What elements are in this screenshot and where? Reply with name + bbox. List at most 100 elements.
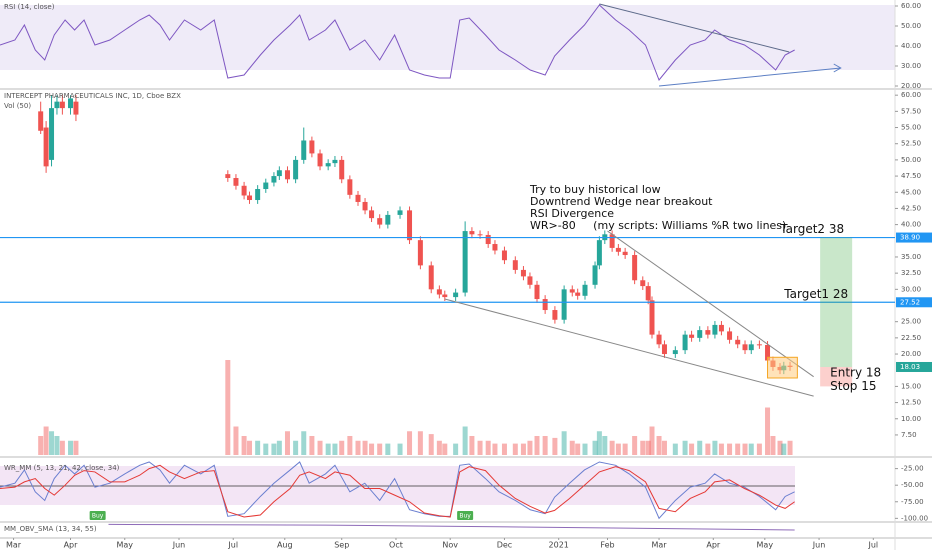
candle-body [355,194,361,202]
target-zone [820,237,853,367]
volume-bar [661,440,667,455]
x-tick-label: Jun [812,541,826,550]
volume-bar [596,431,602,455]
candle-body [609,234,615,248]
buy-label: Buy [92,513,104,520]
x-tick-label: Nov [442,541,458,550]
candle-body [718,324,724,332]
buy-marker [457,511,474,520]
y-tick-label: 25.00 [901,318,921,326]
candle-body [407,210,413,241]
volume-bar [263,443,269,455]
candle-body [276,170,282,177]
candle-body [241,185,247,196]
volume-bar [417,431,423,455]
volume-bar [542,436,548,455]
x-tick-label: Apr [706,541,721,550]
volume-bar [43,426,49,455]
y-tick-label: 15.00 [901,382,921,390]
volume-bar [520,443,526,455]
candle-body [385,214,391,225]
candle-body [520,269,526,277]
volume-bar [355,440,361,455]
x-tick-label: Apr [64,541,79,550]
y-tick-label: 50.00 [901,156,921,164]
y-tick-label: 45.00 [901,188,921,196]
volume-bar [485,440,491,455]
volume-bar [38,436,44,455]
volume-title: Vol (50) [4,102,31,110]
volume-bar [756,443,762,455]
y-tick-label: 32.50 [901,269,921,277]
candle-body [596,240,602,266]
volume-bar [436,440,442,455]
volume-bar [255,440,261,455]
candle-body [362,201,368,211]
last-price-tag [896,361,932,372]
candle-body [271,176,277,183]
y-tick-label: 22.50 [901,334,921,342]
candle-body [397,210,403,215]
x-tick-label: Mar [6,541,22,550]
volume-bar [241,436,247,455]
candle-body [417,240,423,266]
candle-body [485,234,491,245]
volume-bar [469,436,475,455]
candle-body [569,289,575,293]
x-tick-label: Jul [227,541,238,550]
volume-bar [339,440,345,455]
price-tag [896,297,932,308]
volume-bar [765,407,771,455]
y-tick-label: 60.00 [901,91,921,99]
volume-bar [325,443,331,455]
candle-body [527,276,533,285]
candle-body [59,101,65,109]
candle-body [43,127,49,167]
volume-bar [442,443,448,455]
candle-body [748,344,754,351]
volume-bar [276,440,282,455]
candle-body [477,234,483,236]
y-tick-label: 60.00 [901,2,921,10]
candle-body [38,111,44,131]
candle-body [656,334,662,345]
y-tick-label: 7.50 [901,431,917,439]
last-price-label: 18.03 [900,363,920,371]
x-tick-label: Mar [651,541,667,550]
price-title: INTERCEPT PHARMACEUTICALS INC, 1D, Cboe … [4,92,181,100]
candle-body [561,289,567,320]
candle-body [301,140,307,160]
trend-line [658,67,841,87]
candle-body [49,108,55,160]
candle-body [697,330,703,338]
candle-body [332,159,338,164]
x-tick-label: May [116,541,133,550]
x-tick-label: 2021 [549,541,569,550]
y-tick-label: 47.50 [901,172,921,180]
price-tag-label: 27.52 [900,298,920,306]
candle-body [339,159,345,180]
indicator-line [108,523,795,531]
candle-body [453,292,459,298]
volume-bar [689,443,695,455]
candle-body [649,300,655,335]
volume-bar [284,431,290,455]
y-tick-label: -75.00 [901,498,924,506]
volume-bar [301,431,307,455]
candle-body [661,344,667,355]
candle-body [377,218,383,225]
target-label: Target1 28 [783,287,848,301]
volume-bar [582,443,588,455]
volume-bar [462,426,468,455]
volume-bar [428,434,434,455]
y-tick-label: 30.00 [901,62,921,70]
volume-bar [512,443,518,455]
volume-bar [332,443,338,455]
candle-body [672,350,678,355]
candle-body [756,344,762,346]
volume-bar [632,436,638,455]
volume-bar [527,440,533,455]
volume-bar [682,440,688,455]
candle-body [727,331,733,340]
